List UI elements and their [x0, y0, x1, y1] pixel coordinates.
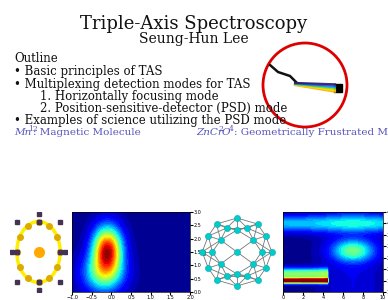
- Text: 2: 2: [218, 125, 223, 133]
- Text: 4: 4: [229, 125, 234, 133]
- Text: 1. Horizontally focusing mode: 1. Horizontally focusing mode: [40, 90, 218, 103]
- Text: ZnCr: ZnCr: [196, 128, 223, 137]
- Text: • Basic principles of TAS: • Basic principles of TAS: [14, 65, 163, 78]
- Text: Triple-Axis Spectroscopy: Triple-Axis Spectroscopy: [80, 15, 308, 33]
- Text: Outline: Outline: [14, 52, 58, 65]
- Text: • Multiplexing detection modes for TAS: • Multiplexing detection modes for TAS: [14, 78, 251, 91]
- Text: : Geometrically Frustrated Magnet: : Geometrically Frustrated Magnet: [234, 128, 388, 137]
- Text: 12: 12: [28, 125, 38, 133]
- Text: • Examples of science utilizing the PSD mode: • Examples of science utilizing the PSD …: [14, 114, 286, 127]
- Text: : Magnetic Molecule: : Magnetic Molecule: [33, 128, 141, 137]
- Text: O: O: [222, 128, 230, 137]
- Bar: [334, 84, 342, 92]
- Text: Mn: Mn: [14, 128, 31, 137]
- Text: 2. Position-sensitive-detector (PSD) mode: 2. Position-sensitive-detector (PSD) mod…: [40, 102, 288, 115]
- Y-axis label: $\omega$: $\omega$: [201, 248, 209, 256]
- Text: Seung-Hun Lee: Seung-Hun Lee: [139, 32, 249, 46]
